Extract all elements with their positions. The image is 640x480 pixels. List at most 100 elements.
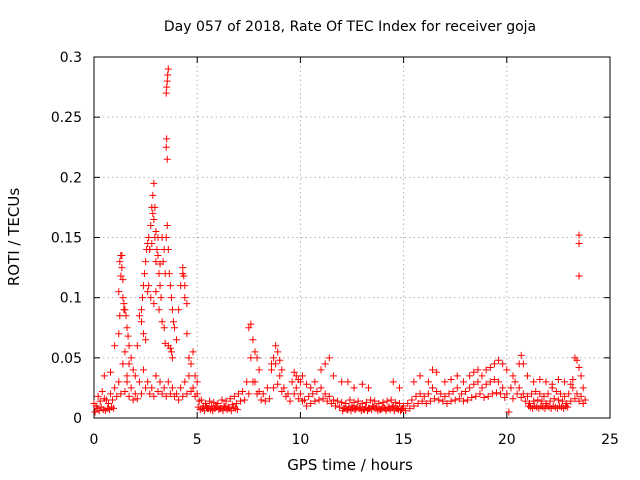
data-point — [195, 397, 203, 405]
data-point — [107, 390, 115, 398]
data-point — [120, 300, 128, 308]
data-point — [428, 366, 436, 374]
data-point — [468, 394, 476, 402]
data-point — [127, 384, 135, 392]
data-point — [490, 360, 498, 368]
data-point — [109, 396, 117, 404]
data-point — [96, 397, 104, 405]
data-point — [418, 397, 426, 405]
grid — [94, 57, 610, 418]
data-point — [177, 384, 185, 392]
data-point — [125, 360, 133, 368]
data-point — [117, 272, 125, 280]
data-point — [561, 378, 569, 386]
data-point — [179, 392, 187, 400]
data-point — [509, 372, 517, 380]
data-point — [371, 397, 379, 405]
data-point — [338, 398, 346, 406]
data-point — [462, 388, 470, 396]
data-point — [145, 234, 153, 241]
data-point — [191, 392, 199, 400]
data-point — [104, 400, 112, 408]
data-point — [567, 380, 575, 388]
data-point — [200, 407, 208, 415]
data-point — [290, 390, 298, 398]
data-point — [495, 356, 503, 364]
data-point — [383, 397, 391, 405]
data-point — [379, 398, 387, 406]
x-tick-label: 15 — [395, 432, 413, 448]
data-point — [288, 378, 296, 386]
data-point — [111, 342, 119, 350]
data-point — [437, 390, 445, 398]
data-point — [536, 375, 544, 383]
data-point — [350, 384, 358, 392]
data-point — [107, 368, 115, 376]
data-point — [249, 378, 257, 386]
data-point — [183, 300, 191, 308]
data-point — [414, 400, 422, 408]
data-point — [164, 246, 172, 254]
data-point — [451, 396, 459, 404]
data-point — [185, 354, 193, 362]
data-point — [123, 378, 131, 386]
data-point — [164, 71, 172, 79]
data-point — [268, 360, 276, 368]
data-point — [137, 306, 145, 314]
data-point — [532, 388, 540, 396]
data-point — [569, 375, 577, 383]
data-point — [123, 372, 131, 380]
data-point — [573, 390, 581, 398]
data-point — [183, 390, 191, 398]
data-point — [226, 395, 234, 403]
data-point — [183, 330, 191, 338]
data-point — [556, 390, 564, 398]
x-tick-label: 20 — [498, 432, 516, 448]
data-point — [206, 397, 214, 405]
data-point — [323, 397, 331, 405]
data-point — [100, 395, 108, 403]
data-point — [125, 342, 133, 350]
data-point — [313, 388, 321, 396]
data-point — [127, 354, 135, 362]
data-point — [219, 407, 227, 415]
data-point — [245, 324, 253, 332]
data-point — [187, 388, 195, 396]
data-point — [180, 272, 188, 280]
data-point — [149, 209, 157, 217]
data-point — [567, 397, 575, 405]
y-axis-label: ROTI / TECUs — [5, 188, 23, 286]
data-point — [150, 215, 158, 223]
data-point — [573, 356, 581, 364]
data-point — [317, 384, 325, 392]
data-point — [459, 397, 467, 405]
data-point — [426, 397, 434, 405]
data-point — [334, 397, 342, 405]
data-point — [133, 342, 141, 350]
data-point — [470, 380, 478, 388]
data-point — [119, 294, 127, 302]
data-point — [125, 392, 133, 400]
data-point — [354, 397, 362, 405]
data-point — [408, 396, 416, 404]
data-point — [241, 396, 249, 404]
data-point — [367, 396, 375, 404]
data-point — [453, 372, 461, 380]
data-point — [342, 400, 350, 408]
data-point — [233, 406, 241, 414]
data-point — [135, 378, 143, 386]
data-point — [152, 372, 160, 380]
data-point — [158, 318, 166, 326]
data-point — [140, 366, 148, 374]
data-point — [325, 392, 333, 400]
data-point — [163, 155, 171, 163]
data-point — [515, 384, 523, 392]
data-point — [117, 390, 125, 398]
data-point — [141, 270, 149, 278]
data-point — [511, 378, 519, 386]
data-point — [296, 390, 304, 398]
data-point — [325, 354, 333, 362]
data-point — [517, 351, 525, 359]
data-point — [497, 390, 505, 398]
data-point — [290, 368, 298, 376]
